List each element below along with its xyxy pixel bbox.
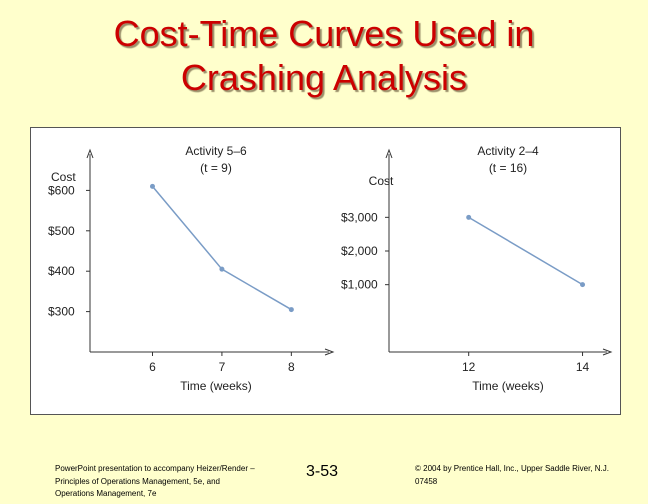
- chart1-xtick-label: 7: [219, 360, 226, 374]
- title-line-2: Crashing Analysis: [180, 57, 468, 98]
- chart2-data-point: [580, 282, 586, 288]
- slide-title: Cost-Time Curves Used in Crashing Analys…: [0, 12, 648, 100]
- chart2-data-point: [466, 214, 472, 220]
- chart2-ytick-label: $3,000: [341, 210, 378, 224]
- chart1-xtick-label: 8: [288, 360, 295, 374]
- chart2-ylabel: Cost: [369, 174, 394, 188]
- chart2-series-line: [468, 216, 583, 286]
- page-number: 3-53: [306, 463, 339, 480]
- footer-copyright-publisher: © 2004 by Prentice Hall, Inc., Upper Sad…: [415, 464, 609, 486]
- chart1-subtitle: (t = 9): [200, 161, 232, 175]
- chart1-data-point: [288, 307, 294, 313]
- chart2-ytick-label: $1,000: [341, 278, 378, 292]
- chart2-x-axis-arrow: [602, 348, 613, 356]
- chart1-ytick-label: $600: [48, 183, 75, 197]
- chart2-subtitle: (t = 16): [489, 161, 527, 175]
- chart1-ylabel: Cost: [51, 170, 76, 184]
- chart2-y-axis-arrow: [385, 148, 393, 159]
- chart1-ytick-label: $300: [48, 305, 75, 319]
- chart1-data-point: [219, 266, 225, 272]
- chart1-data-point: [149, 183, 155, 189]
- footer-copyright-book: PowerPoint presentation to accompany Hei…: [55, 464, 255, 498]
- chart1-x-axis-arrow: [324, 348, 335, 356]
- chart1-title: Activity 5–6: [185, 144, 247, 158]
- chart1-xtick-label: 6: [149, 360, 156, 374]
- chart2-ytick-label: $2,000: [341, 244, 378, 258]
- chart1-xlabel: Time (weeks): [180, 379, 252, 393]
- chart2-xlabel: Time (weeks): [472, 379, 544, 393]
- chart2-xtick-label: 14: [576, 360, 590, 374]
- chart1-ytick-label: $400: [48, 264, 75, 278]
- title-line-1: Cost-Time Curves Used in: [113, 13, 535, 54]
- chart-figure: Activity 5–6 (t = 9) Cost Time (weeks) $300 $…: [30, 127, 621, 415]
- chart1-y-axis-arrow: [86, 148, 94, 159]
- chart2-xtick-label: 12: [462, 360, 476, 374]
- cost-time-charts: Activity 5–6 (t = 9) Cost Time (weeks) $300 $…: [48, 144, 613, 393]
- chart2-title: Activity 2–4: [477, 144, 539, 158]
- chart1-ytick-label: $500: [48, 224, 75, 238]
- chart1-series-line: [151, 185, 292, 311]
